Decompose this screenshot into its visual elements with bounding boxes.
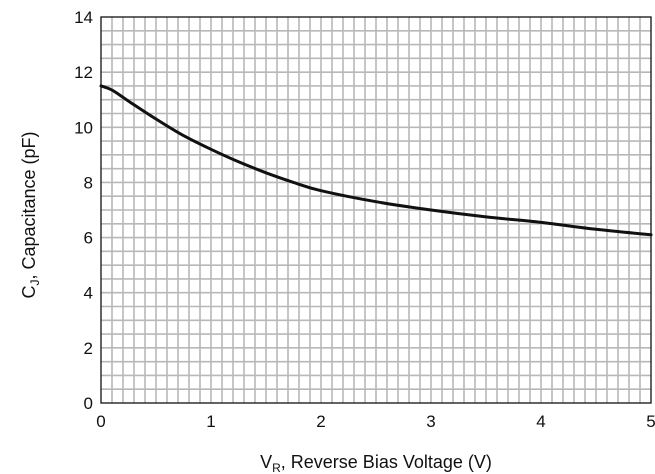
y-tick-label: 10 <box>74 118 93 137</box>
y-tick-label: 2 <box>84 339 93 358</box>
grid <box>101 17 651 403</box>
x-axis-label: VR, Reverse Bias Voltage (V) <box>260 452 492 474</box>
x-axis-label-rest: , Reverse Bias Voltage (V) <box>281 452 492 472</box>
x-tick-labels: 0 1 2 3 4 5 <box>96 412 655 431</box>
y-tick-label: 8 <box>84 173 93 192</box>
plot-frame <box>100 16 652 404</box>
y-tick-labels: 0 2 4 6 8 10 12 14 <box>74 8 93 413</box>
y-axis-label: CJ, Capacitance (pF) <box>19 131 42 298</box>
y-tick-label: 6 <box>84 229 93 248</box>
x-tick-label: 5 <box>646 412 655 431</box>
x-tick-label: 0 <box>96 412 105 431</box>
capacitance-curve <box>99 84 653 237</box>
x-axis-label-main: V <box>260 452 272 472</box>
y-tick-label: 0 <box>84 394 93 413</box>
x-tick-label: 2 <box>316 412 325 431</box>
x-axis-label-subscript: R <box>272 461 281 474</box>
x-tick-label: 3 <box>426 412 435 431</box>
x-tick-label: 4 <box>536 412 545 431</box>
y-axis-label-rest: , Capacitance (pF) <box>19 131 39 279</box>
y-axis-label-main: C <box>19 286 39 299</box>
x-tick-label: 1 <box>206 412 215 431</box>
y-axis-label-subscript: J <box>28 280 42 286</box>
y-tick-label: 12 <box>74 63 93 82</box>
y-tick-label: 4 <box>84 284 93 303</box>
y-tick-label: 14 <box>74 8 93 27</box>
